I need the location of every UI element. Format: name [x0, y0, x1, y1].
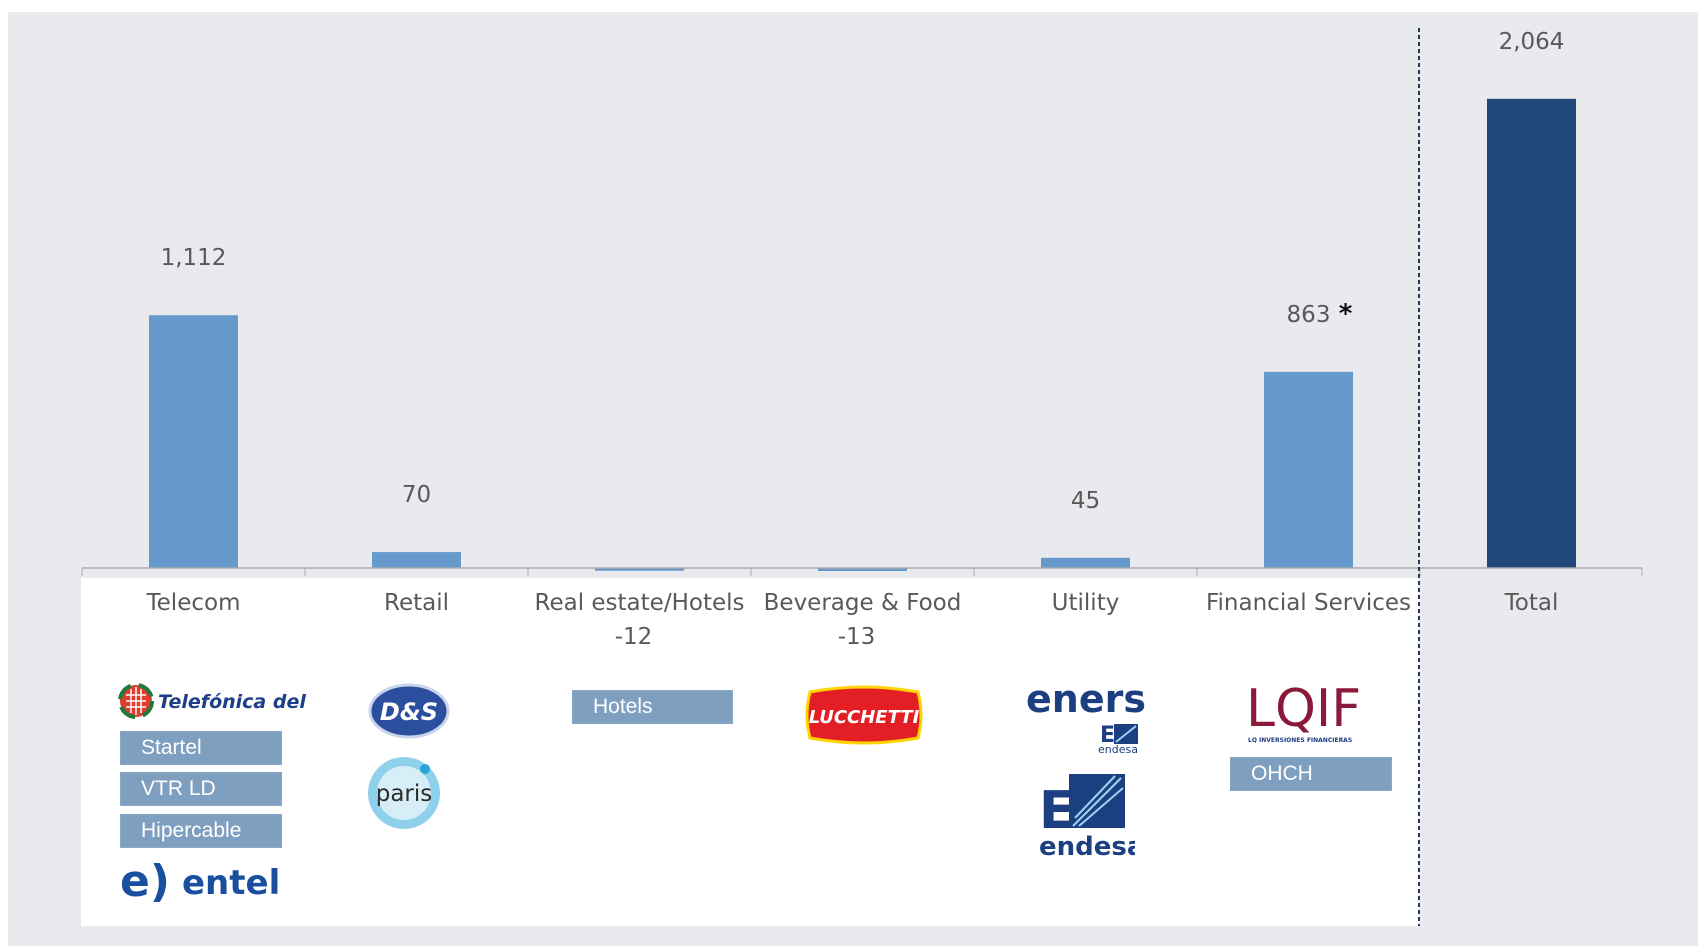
enersis-logo: enersis E endesa	[1022, 676, 1182, 756]
bar-retail	[372, 552, 461, 568]
x-tick-label: Real estate/Hotels	[535, 590, 745, 616]
lucchetti-logo: LUCCHETTI	[804, 684, 924, 746]
data-label: 45	[1071, 488, 1100, 514]
telefonica-del-sur-text: Telefónica del Sur	[158, 691, 308, 713]
entel-logo: e) entel	[120, 856, 280, 907]
subsidiary-box: VTR LD	[120, 772, 282, 806]
subsidiary-label: Hotels	[593, 695, 653, 718]
subsidiary-box: Startel	[120, 731, 282, 765]
x-tick-label: Beverage & Food	[764, 590, 962, 616]
bar-total	[1487, 98, 1576, 569]
lqif-logo: LQIF LQ INVERSIONES FINANCIERAS	[1240, 676, 1370, 746]
subsidiary-label: OHCH	[1251, 762, 1313, 785]
lqif-subtitle: LQ INVERSIONES FINANCIERAS	[1248, 737, 1352, 744]
bar-financial-services	[1264, 371, 1353, 568]
x-tick-label: Telecom	[146, 590, 241, 616]
paris-logo: paris	[366, 755, 442, 831]
x-tick-label: Total	[1504, 590, 1559, 616]
footnote-marker: *	[1339, 299, 1353, 329]
lucchetti-text: LUCCHETTI	[809, 707, 920, 728]
entel-text: entel	[182, 863, 280, 903]
data-label: -13	[838, 624, 876, 650]
ds-logo: D&S	[368, 683, 450, 739]
bar-utility	[1041, 557, 1130, 568]
x-tick-label: Financial Services	[1206, 590, 1411, 616]
enersis-endesa-text: endesa	[1098, 743, 1138, 756]
bar-beverage-food	[818, 568, 907, 571]
lqif-text: LQIF	[1246, 679, 1361, 739]
bar-telecom	[149, 315, 238, 568]
subsidiary-box: Hotels	[572, 690, 733, 724]
data-label: 1,112	[161, 245, 227, 271]
globe-icon: Telefónica del Sur	[118, 683, 351, 719]
endesa-e-mark: E	[1039, 781, 1075, 841]
subsidiary-box: OHCH	[1230, 757, 1392, 791]
subsidiary-label: VTR LD	[141, 777, 216, 800]
telefonica-del-sur-logo: Telefónica del Sur	[118, 683, 351, 719]
x-tick-label: Utility	[1052, 590, 1120, 616]
subsidiary-label: Hipercable	[141, 819, 242, 842]
endesa-mark: E	[1100, 723, 1115, 748]
data-label: 863	[1287, 302, 1331, 328]
paris-text: paris	[376, 781, 433, 807]
bar-real-estate-hotels	[595, 568, 684, 571]
endesa-logo: E endesa	[1035, 768, 1144, 862]
data-label: 2,064	[1499, 29, 1565, 55]
ds-text: D&S	[380, 698, 438, 726]
subsidiary-box: Hipercable	[120, 814, 282, 848]
enersis-text: enersis	[1026, 677, 1147, 721]
data-label: 70	[402, 482, 431, 508]
x-tick-label: Retail	[384, 590, 449, 616]
subsidiary-label: Startel	[141, 736, 202, 759]
endesa-text: endesa	[1039, 832, 1135, 860]
logo-area-background	[81, 578, 1419, 926]
data-label: -12	[615, 624, 653, 650]
entel-mark: e)	[120, 858, 170, 904]
